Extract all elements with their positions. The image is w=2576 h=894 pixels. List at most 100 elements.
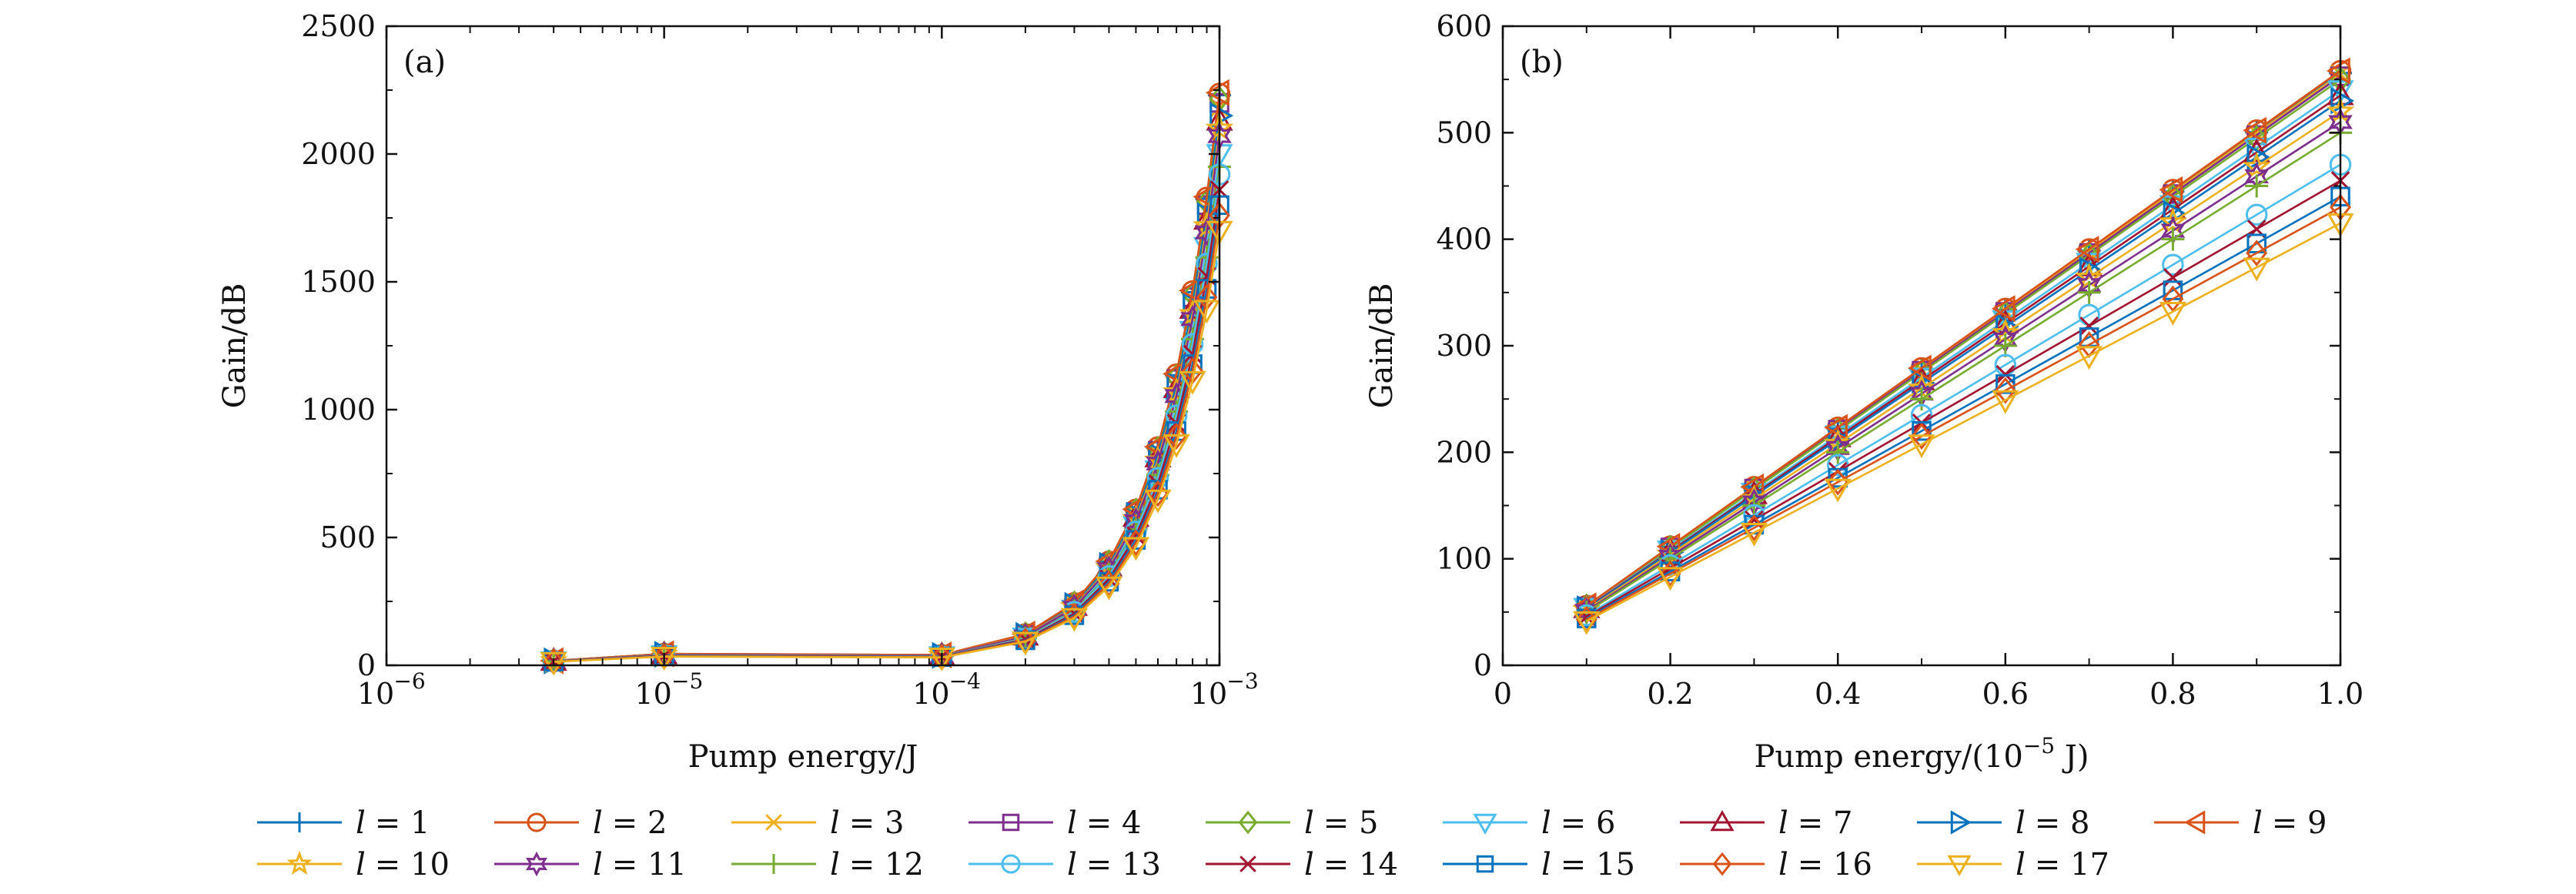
series-marker	[1826, 440, 1850, 464]
y-axis-label: Gain/dB	[1364, 283, 1400, 409]
series-marker	[1144, 489, 1172, 514]
legend-swatch-marker	[1002, 813, 1020, 832]
legend-swatch-marker	[286, 850, 313, 875]
legend-swatch-marker	[1710, 809, 1735, 832]
series-marker	[1179, 370, 1206, 395]
x-tick-label: 1.0	[2317, 677, 2364, 711]
legend-swatch-marker	[1238, 810, 1258, 835]
x-tick-label: 0.2	[1647, 677, 1693, 711]
legend-label-value: = 11	[612, 847, 687, 882]
legend-label-value: = 7	[1798, 805, 1853, 841]
series-line	[554, 215, 1221, 663]
y-tick-label: 500	[1436, 116, 1492, 149]
legend-swatch-marker	[1001, 854, 1021, 874]
series-marker	[1912, 369, 1936, 397]
legend-label: l = 2	[593, 805, 667, 841]
y-tick-label: 1500	[301, 265, 376, 299]
legend-label: l = 13	[1067, 847, 1161, 882]
series-marker	[2159, 176, 2183, 204]
legend-label: l = 10	[356, 847, 450, 882]
x-axis-label: Pump energy/(10−5 J)	[1755, 733, 2089, 775]
legend-item: l = 16	[1680, 847, 1872, 882]
series-marker	[2246, 143, 2271, 171]
panel-label: (b)	[1520, 45, 1564, 80]
series-marker	[2246, 239, 2268, 267]
x-tick-exponent: −3	[1226, 668, 1258, 694]
series-line	[554, 136, 1221, 662]
legend-swatch-marker	[2183, 810, 2206, 835]
legend-label: l = 6	[1541, 805, 1615, 841]
y-tick-label: 200	[1436, 435, 1492, 469]
series-marker	[2159, 301, 2186, 326]
legend-item: l = 6	[1443, 805, 1615, 841]
series-line	[554, 189, 1221, 663]
legend-label-symbol: l	[1778, 805, 1788, 841]
series-marker	[1993, 334, 2017, 357]
legend-item: l = 4	[969, 805, 1141, 841]
x-tick-label: 10	[634, 677, 671, 711]
series-marker	[1163, 434, 1190, 458]
series-marker	[2242, 152, 2271, 179]
legend-item: l = 3	[731, 805, 904, 841]
series-line	[554, 205, 1221, 663]
legend-item: l = 2	[494, 805, 667, 841]
x-axis-label: Pump energy/J	[688, 739, 918, 775]
legend-label-symbol: l	[1778, 847, 1788, 882]
series-marker	[2243, 116, 2267, 144]
series-marker	[1910, 387, 1933, 411]
series-marker	[1656, 533, 1681, 561]
legend-label-value: = 17	[2035, 847, 2109, 882]
series-marker	[1193, 300, 1221, 324]
legend-label-value: = 4	[1086, 805, 1142, 841]
y-axis-label: Gain/dB	[217, 283, 253, 409]
series-line	[554, 166, 1221, 663]
legend-label-value: = 13	[1086, 847, 1161, 882]
legend-item: l = 12	[731, 847, 924, 882]
x-axis-label-prefix: Pump energy/(10	[1755, 739, 2023, 775]
legend-label: l = 5	[1304, 805, 1378, 841]
series-line	[1586, 89, 2341, 609]
series-marker	[928, 648, 955, 671]
y-tick-label: 1000	[301, 393, 376, 427]
series-marker	[2079, 327, 2099, 347]
legend-label-symbol: l	[356, 847, 366, 882]
series-line	[554, 153, 1221, 662]
legend-item: l = 8	[1917, 805, 2089, 841]
legend-item: l = 14	[1206, 847, 1398, 882]
legend-item: l = 10	[257, 847, 450, 882]
y-tick-label: 400	[1436, 223, 1492, 256]
legend-label: l = 3	[830, 805, 904, 841]
legend-label: l = 7	[1778, 805, 1852, 841]
legend-label-symbol: l	[1067, 805, 1077, 841]
series-line	[1586, 121, 2341, 612]
series-marker	[1992, 390, 2019, 414]
legend-label-symbol: l	[356, 805, 366, 841]
legend-label: l = 8	[2016, 805, 2089, 841]
series-marker	[1205, 79, 1229, 106]
series-marker	[1098, 570, 1120, 598]
legend-label: l = 1	[356, 805, 430, 841]
x-tick-label: 0.8	[2149, 677, 2196, 711]
series-line	[1586, 94, 2341, 610]
series-line	[1586, 99, 2341, 610]
legend-swatch-marker	[765, 814, 782, 831]
series-marker	[1166, 421, 1186, 441]
x-axis-label-exponent: −5	[2023, 733, 2055, 758]
legend-swatch-marker	[1950, 810, 1972, 835]
series-marker	[2245, 174, 2269, 198]
legend-label-value: = 8	[2035, 805, 2090, 841]
series-line	[554, 230, 1221, 663]
series-marker	[1911, 423, 1932, 450]
legend-swatch-marker	[1476, 855, 1494, 873]
series-line	[1586, 222, 2341, 622]
legend-item: l = 13	[969, 847, 1161, 882]
series-marker	[1060, 608, 1088, 632]
series-marker	[1012, 631, 1039, 656]
legend-label-value: = 5	[1323, 805, 1379, 841]
y-tick-label: 300	[1436, 329, 1492, 363]
series-marker	[1095, 576, 1123, 601]
legend-label: l = 12	[830, 847, 924, 882]
series-marker	[2243, 257, 2270, 282]
legend-label-symbol: l	[2016, 847, 2026, 882]
legend-item: l = 5	[1206, 805, 1378, 841]
